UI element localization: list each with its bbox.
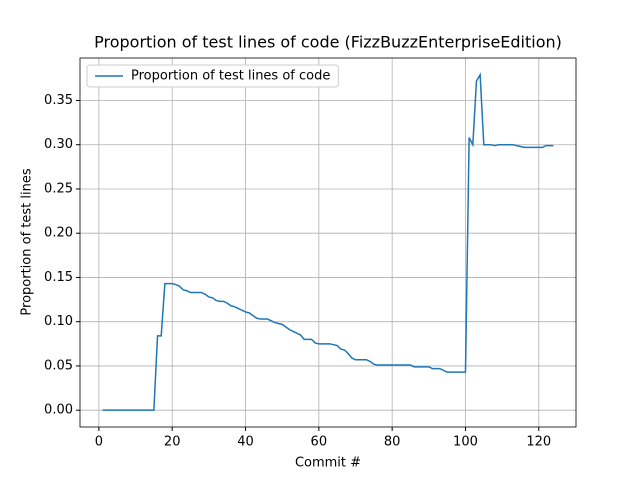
- y-tick-label: 0.35: [44, 93, 73, 108]
- plot-frame: [79, 57, 577, 428]
- y-tick-label: 0.00: [44, 403, 73, 418]
- x-axis-label: Commit #: [295, 456, 361, 471]
- legend-label: Proportion of test lines of code: [131, 69, 330, 84]
- y-tick-label: 0.15: [44, 270, 73, 285]
- y-axis-label: Proportion of test lines: [20, 168, 35, 315]
- y-tick-label: 0.25: [44, 181, 73, 196]
- x-tick-label: 80: [384, 435, 401, 450]
- y-tick-label: 0.30: [44, 137, 73, 152]
- chart-title: Proportion of test lines of code (FizzBu…: [94, 33, 562, 52]
- legend-box: [86, 64, 339, 88]
- data-line: [102, 72, 554, 411]
- x-tick-label: 0: [95, 435, 103, 450]
- x-tick-label: 120: [526, 435, 551, 450]
- x-tick-label: 20: [164, 435, 181, 450]
- x-tick-label: 100: [453, 435, 478, 450]
- y-tick-label: 0.20: [44, 226, 73, 241]
- y-tick-label: 0.10: [44, 314, 73, 329]
- x-tick-label: 40: [237, 435, 254, 450]
- x-tick-label: 60: [311, 435, 328, 450]
- y-tick-label: 0.05: [44, 358, 73, 373]
